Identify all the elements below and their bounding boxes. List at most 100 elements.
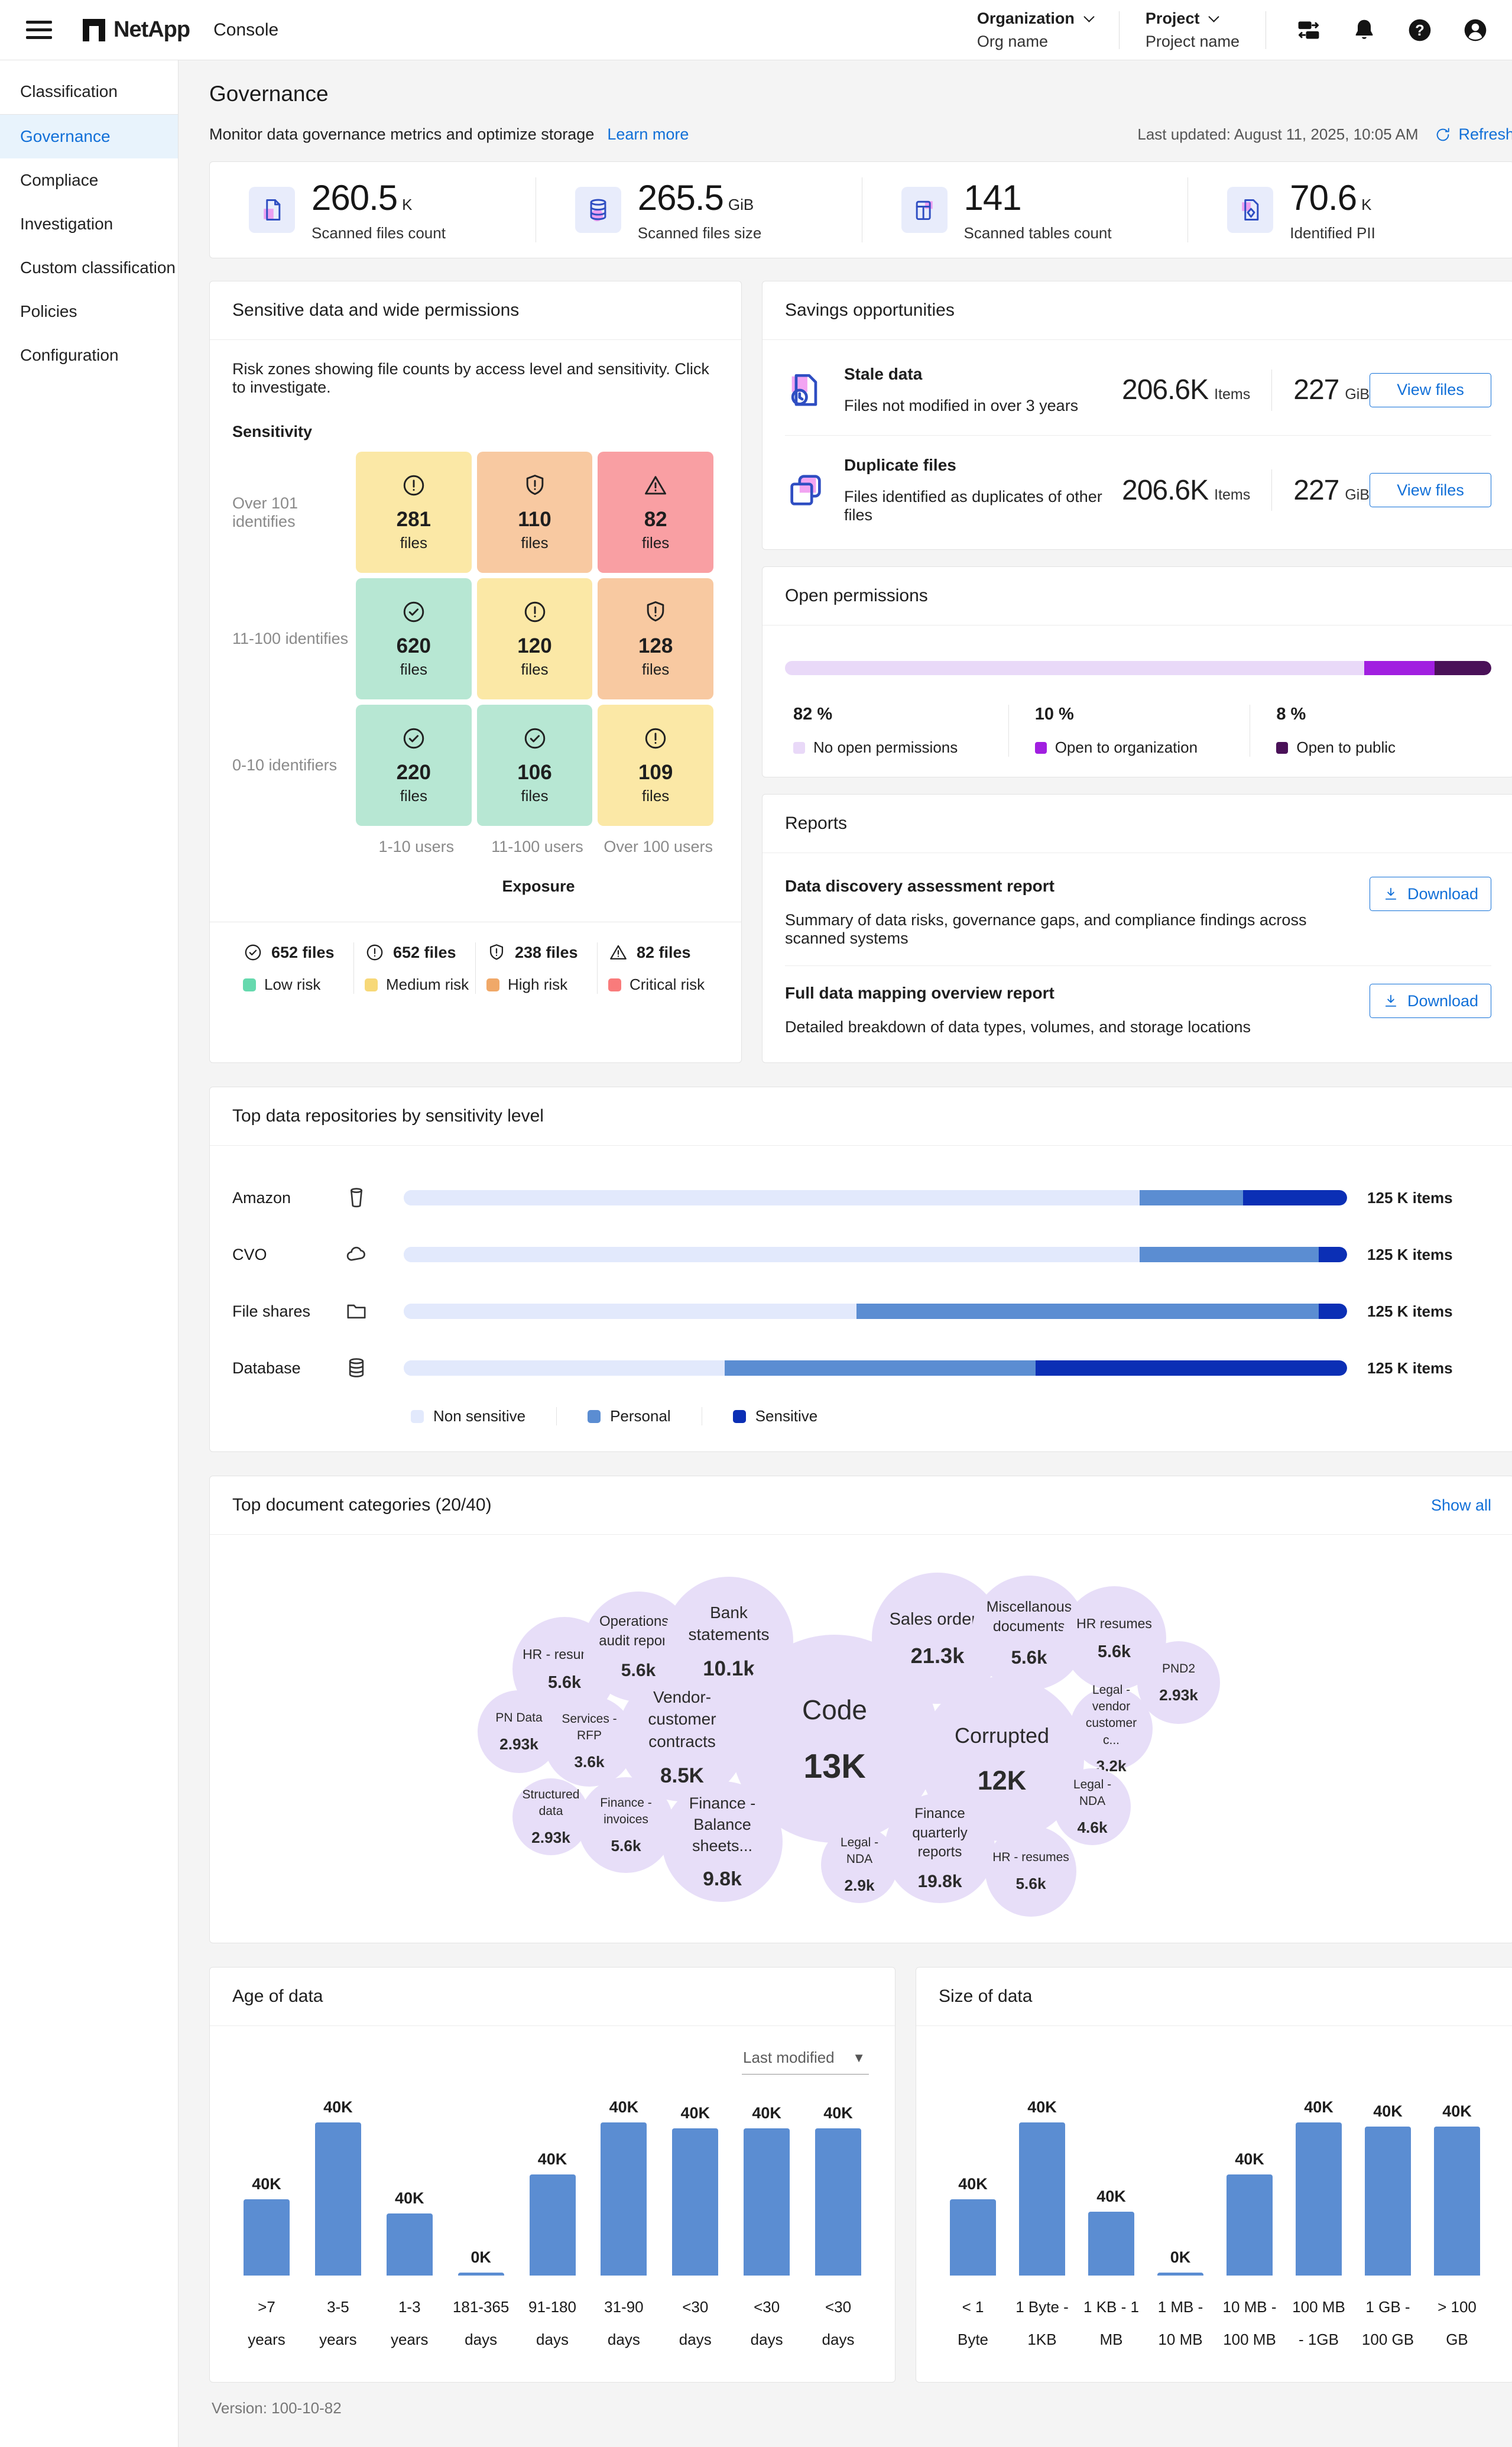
sidebar-item-custom-classification[interactable]: Custom classification bbox=[0, 246, 178, 290]
open-permissions-panel: Open permissions 82 % No open permission… bbox=[762, 566, 1512, 777]
bar bbox=[244, 2199, 290, 2276]
view-files-button[interactable]: View files bbox=[1370, 473, 1491, 507]
sidebar-item-compliace[interactable]: Compliace bbox=[0, 158, 178, 202]
hamburger-menu-icon[interactable] bbox=[26, 16, 52, 44]
bubble-value: 2.93k bbox=[1159, 1686, 1198, 1704]
sidebar-item-classification[interactable]: Classification bbox=[0, 69, 178, 115]
bubble-value: 3.6k bbox=[574, 1753, 604, 1771]
bar-category-label: 31-90 days bbox=[595, 2291, 652, 2362]
sidebar-item-investigation[interactable]: Investigation bbox=[0, 202, 178, 246]
repo-name: Amazon bbox=[232, 1189, 345, 1207]
page-title: Governance bbox=[209, 82, 1512, 106]
color-chip bbox=[608, 978, 621, 991]
metric-value: 70.6 bbox=[1290, 178, 1357, 218]
repo-name: CVO bbox=[232, 1246, 345, 1264]
connector-icon[interactable] bbox=[1296, 17, 1322, 43]
row-label: 11-100 identifies bbox=[232, 578, 356, 699]
repo-total: 125 K items bbox=[1367, 1246, 1491, 1264]
organization-selector[interactable]: Organization Org name bbox=[951, 9, 1119, 51]
notifications-bell-icon[interactable] bbox=[1351, 17, 1377, 43]
report-title: Full data mapping overview report bbox=[785, 984, 1346, 1003]
bubble-label: Finance - invoices bbox=[584, 1795, 668, 1829]
bar-category-label: 1 Byte - 1KB bbox=[1014, 2291, 1070, 2362]
bubble-value: 2.93k bbox=[531, 1829, 570, 1847]
category-bubble[interactable]: Finance - invoices 5.6k bbox=[578, 1777, 674, 1873]
repositories-legend: Non sensitive Personal Sensitive bbox=[380, 1407, 1491, 1425]
project-selector[interactable]: Project Project name bbox=[1120, 9, 1266, 51]
last-updated-text: Last updated: August 11, 2025, 10:05 AM bbox=[1137, 125, 1418, 144]
bar bbox=[1088, 2212, 1134, 2276]
bubble-label: Code bbox=[802, 1691, 867, 1728]
sidebar-item-policies[interactable]: Policies bbox=[0, 290, 178, 333]
project-label: Project bbox=[1146, 9, 1200, 28]
bubble-value: 8.5K bbox=[660, 1764, 704, 1788]
bar-value-label: 40K bbox=[609, 2098, 639, 2117]
sidebar-item-configuration[interactable]: Configuration bbox=[0, 333, 178, 377]
sidebar-item-governance[interactable]: Governance bbox=[0, 115, 178, 158]
show-all-link[interactable]: Show all bbox=[1431, 1496, 1491, 1515]
help-icon[interactable] bbox=[1407, 17, 1433, 43]
repo-total: 125 K items bbox=[1367, 1359, 1491, 1378]
row-label: 0-10 identifiers bbox=[232, 705, 356, 826]
stacked-bar bbox=[404, 1304, 1347, 1319]
bubble-value: 10.1k bbox=[703, 1657, 755, 1681]
bar bbox=[950, 2199, 996, 2276]
bubble-label: Corrupted bbox=[955, 1722, 1049, 1751]
bubble-label: Sales orders bbox=[890, 1608, 986, 1631]
bubble-label: Legal - vendor customer c... bbox=[1076, 1682, 1147, 1749]
risk-legend: 652 files Low risk 652 files Medium risk… bbox=[232, 922, 719, 994]
bar-value-label: 40K bbox=[823, 2104, 853, 2122]
view-files-button[interactable]: View files bbox=[1370, 373, 1491, 407]
download-button[interactable]: Download bbox=[1370, 984, 1491, 1018]
bar bbox=[315, 2122, 361, 2276]
color-chip bbox=[486, 978, 499, 991]
refresh-button[interactable]: Refresh bbox=[1434, 125, 1512, 144]
bubble-value: 5.6k bbox=[611, 1837, 641, 1855]
bar bbox=[1434, 2127, 1480, 2276]
bar bbox=[1157, 2273, 1203, 2276]
download-button[interactable]: Download bbox=[1370, 877, 1491, 911]
legend-open-to-public: 8 % Open to public bbox=[1250, 705, 1491, 757]
category-bubble[interactable]: Finance - Balance sheets...9.8k bbox=[662, 1781, 783, 1902]
bubble-label: Legal - NDA bbox=[827, 1835, 892, 1868]
report-description: Summary of data risks, governance gaps, … bbox=[785, 911, 1346, 948]
savings-opportunities-panel: Savings opportunities Stale data Files n… bbox=[762, 281, 1512, 550]
bubble-value: 21.3k bbox=[911, 1644, 965, 1668]
metric-label: Identified PII bbox=[1290, 224, 1375, 242]
metric-scanned-tables-count: 141 Scanned tables count bbox=[862, 177, 1188, 242]
panel-title: Savings opportunities bbox=[763, 281, 1512, 340]
bubble-label: HR - resumes bbox=[992, 1849, 1069, 1866]
panel-title: Reports bbox=[763, 795, 1512, 853]
bar-value-label: 40K bbox=[1442, 2102, 1472, 2121]
last-modified-select[interactable]: Last modified▼ bbox=[742, 2049, 869, 2075]
bar-column: 40K 31-90 days bbox=[595, 2098, 652, 2362]
user-account-icon[interactable] bbox=[1462, 17, 1488, 43]
bubble-label: Finance quarterly reports bbox=[891, 1804, 989, 1862]
bar-category-label: <30 days bbox=[810, 2291, 867, 2362]
report-row-assessment: Data discovery assessment report Summary… bbox=[785, 859, 1491, 965]
duplicate-files-row: Duplicate files Files identified as dupl… bbox=[785, 435, 1491, 545]
bubble-value: 2.9k bbox=[844, 1876, 874, 1895]
category-bubble[interactable]: Legal - vendor customer c...3.2k bbox=[1070, 1687, 1153, 1770]
bubble-value: 12K bbox=[978, 1765, 1027, 1796]
learn-more-link[interactable]: Learn more bbox=[607, 125, 689, 144]
stacked-bar bbox=[404, 1360, 1347, 1376]
